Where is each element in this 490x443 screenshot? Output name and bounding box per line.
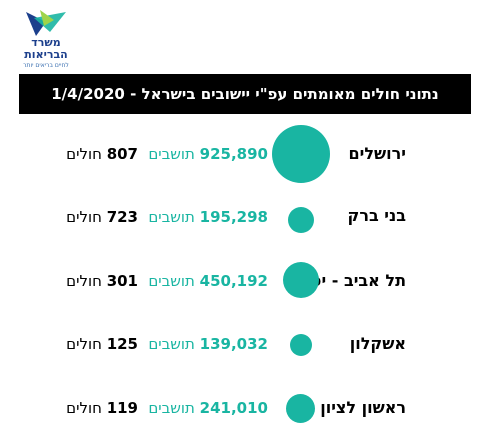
city-name: בני ברק	[347, 206, 406, 225]
population-value: 241,010 תושבים	[148, 399, 268, 417]
population-value: 925,890 תושבים	[148, 145, 268, 163]
population-circle	[286, 394, 315, 423]
population-value: 139,032 תושבים	[148, 335, 268, 353]
ministry-of-health-logo: משרד הבריאות לחיים בריאים יותר	[18, 8, 74, 70]
city-name: אשקלון	[349, 334, 406, 353]
cases-value: 807 חולים	[66, 145, 138, 163]
population-value: 195,298 תושבים	[148, 208, 268, 226]
population-circle	[272, 125, 330, 183]
logo-emblem-icon	[26, 10, 66, 36]
population-value: 450,192 תושבים	[148, 272, 268, 290]
logo-tagline: לחיים בריאים יותר	[23, 62, 69, 69]
city-name: תל אביב - יפו	[305, 271, 406, 290]
city-name: ראשון לציון	[320, 398, 406, 417]
population-circle	[290, 334, 312, 356]
population-circle	[288, 207, 314, 233]
cases-value: 125 חולים	[66, 335, 138, 353]
page-title: נתוני חולים מאומתים עפ"י יישובים בישראל …	[19, 74, 471, 114]
city-name: ירושלים	[348, 144, 407, 163]
logo-line-2: הבריאות	[24, 48, 68, 61]
cases-value: 301 חולים	[66, 272, 138, 290]
population-circle	[283, 262, 319, 298]
cases-value: 119 חולים	[66, 399, 138, 417]
cases-value: 723 חולים	[66, 208, 138, 226]
logo-line-1: משרד	[31, 36, 61, 49]
